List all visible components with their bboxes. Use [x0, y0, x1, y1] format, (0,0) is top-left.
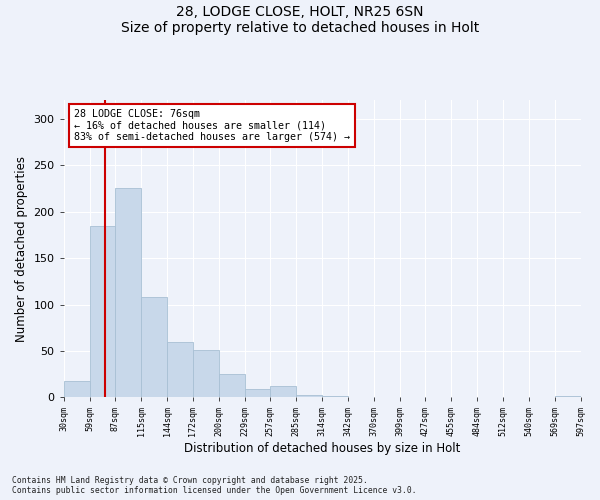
Bar — [193, 350, 219, 398]
Bar — [89, 226, 115, 398]
Bar — [554, 396, 581, 398]
Bar — [64, 380, 89, 398]
Bar — [322, 396, 348, 398]
Bar — [219, 374, 245, 398]
Bar — [115, 188, 141, 398]
Bar — [245, 389, 271, 398]
Bar — [167, 342, 193, 398]
Text: 28 LODGE CLOSE: 76sqm
← 16% of detached houses are smaller (114)
83% of semi-det: 28 LODGE CLOSE: 76sqm ← 16% of detached … — [74, 109, 350, 142]
Bar — [296, 394, 322, 398]
Text: Contains HM Land Registry data © Crown copyright and database right 2025.
Contai: Contains HM Land Registry data © Crown c… — [12, 476, 416, 495]
X-axis label: Distribution of detached houses by size in Holt: Distribution of detached houses by size … — [184, 442, 460, 455]
Text: 28, LODGE CLOSE, HOLT, NR25 6SN
Size of property relative to detached houses in : 28, LODGE CLOSE, HOLT, NR25 6SN Size of … — [121, 5, 479, 35]
Y-axis label: Number of detached properties: Number of detached properties — [15, 156, 28, 342]
Bar — [141, 297, 167, 398]
Bar — [271, 386, 296, 398]
